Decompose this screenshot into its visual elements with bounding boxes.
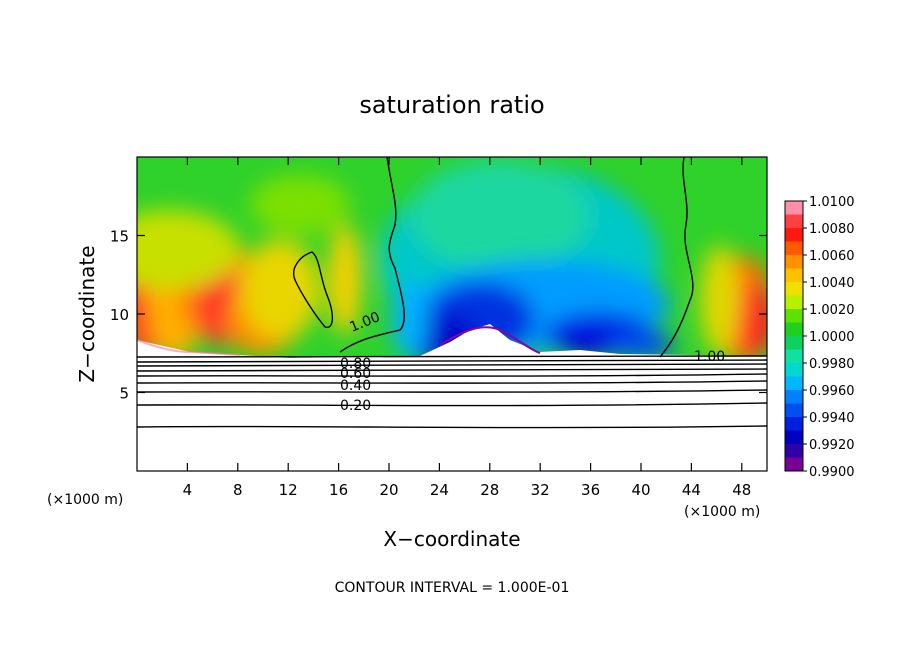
colorbar-band (785, 241, 803, 256)
colorbar-band (785, 444, 803, 458)
colorbar-tick-label: 0.9960 (809, 384, 855, 399)
contour-interval-note: CONTOUR INTERVAL = 1.000E-01 (335, 580, 570, 596)
colorbar-band (785, 268, 803, 283)
contour-label: 0.20 (340, 398, 371, 414)
colorbar-band (785, 255, 803, 269)
colorbar-band (785, 295, 803, 310)
colorbar-tick-label: 0.9920 (809, 438, 855, 453)
x-tick-label: 20 (379, 481, 398, 499)
x-tick-label: 24 (430, 481, 449, 499)
colorbar-band (785, 336, 803, 350)
colorbar-band (785, 282, 803, 296)
contour-label: 0.80 (340, 356, 371, 372)
y-axis: 5 10 15 (110, 228, 767, 403)
x-tick-label: 36 (581, 481, 600, 499)
colorbar-tick-label: 1.0060 (809, 249, 855, 264)
x-tick-label: 16 (329, 481, 348, 499)
colorbar-band (785, 417, 803, 431)
colorbar-band (785, 430, 803, 445)
colorbar-tick-label: 0.9940 (809, 411, 855, 426)
colorbar-band (785, 349, 803, 364)
colorbar-tick-label: 0.9980 (809, 357, 855, 372)
colorbar-band (785, 403, 803, 418)
colorbar-tick-label: 1.0020 (809, 303, 855, 318)
colorbar-band (785, 309, 803, 323)
contour-label: 0.60 (340, 366, 371, 382)
colorbar-tick-label: 1.0040 (809, 276, 855, 291)
colorbar-band (785, 390, 803, 404)
x-tick-label: 4 (183, 481, 193, 499)
x-tick-label: 28 (480, 481, 499, 499)
x-axis-label: X−coordinate (383, 527, 520, 551)
colorbar-band (785, 457, 803, 472)
colorbar-band (785, 363, 803, 377)
x-tick-label: 44 (682, 481, 701, 499)
x-axis: 4 8 12 16 20 24 28 32 36 40 44 48 (183, 157, 751, 499)
x-unit-right: (×1000 m) (684, 504, 760, 520)
contour-field (137, 157, 767, 471)
colorbar-band (785, 322, 803, 337)
colorbar-tick-label: 0.9900 (809, 465, 855, 480)
x-unit-left: (×1000 m) (47, 492, 123, 508)
contour-label: 0.40 (340, 378, 371, 394)
colorbar-tick-label: 1.0000 (809, 330, 855, 345)
y-tick-label: 5 (119, 385, 129, 403)
contour-label: 1.00 (694, 349, 725, 365)
x-tick-label: 32 (531, 481, 550, 499)
y-axis-label: Z−coordinate (75, 245, 99, 382)
colorbar-tick-label: 1.0080 (809, 222, 855, 237)
colorbar-tick-label: 1.0100 (809, 195, 855, 210)
colorbar: 1.0100 1.0080 1.0060 1.0040 1.0020 1.0000 0.99… (784, 195, 855, 480)
y-tick-label: 10 (110, 306, 129, 324)
x-tick-label: 40 (631, 481, 650, 499)
colorbar-band (785, 228, 803, 242)
x-tick-label: 12 (279, 481, 298, 499)
chart-title: saturation ratio (359, 91, 544, 119)
colorbar-band (785, 376, 803, 391)
x-tick-label: 8 (233, 481, 243, 499)
colorbar-band (785, 214, 803, 229)
y-tick-label: 15 (110, 228, 129, 246)
x-tick-label: 48 (732, 481, 751, 499)
colorbar-band (785, 201, 803, 215)
